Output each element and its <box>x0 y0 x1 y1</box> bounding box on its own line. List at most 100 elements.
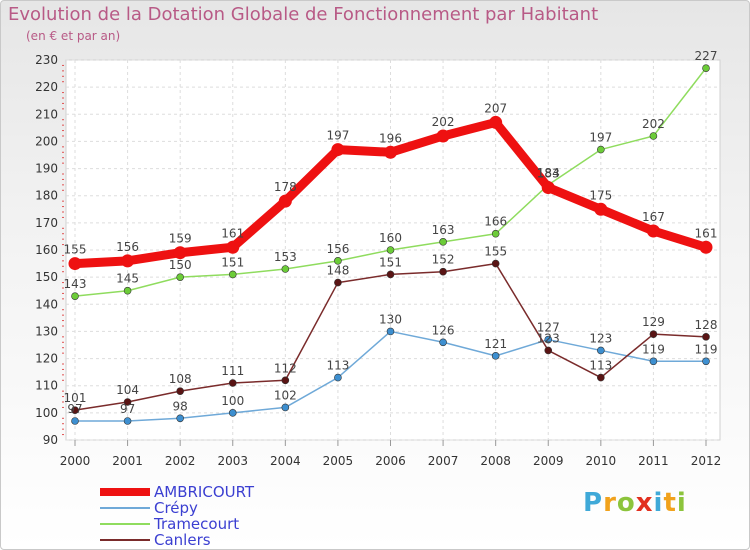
data-point <box>699 240 713 254</box>
x-tick-label: 2003 <box>217 454 248 468</box>
data-point <box>334 373 342 382</box>
data-point <box>278 194 292 208</box>
data-label: 151 <box>379 255 402 269</box>
data-label: 183 <box>537 167 560 181</box>
data-point <box>597 373 605 382</box>
x-tick-label: 2001 <box>112 454 143 468</box>
data-label: 207 <box>484 101 507 115</box>
data-label: 153 <box>274 250 297 264</box>
y-tick-label: 90 <box>43 433 58 447</box>
x-tick-label: 2012 <box>691 454 722 468</box>
data-label: 197 <box>589 131 612 145</box>
data-label: 98 <box>173 399 188 413</box>
data-point <box>173 246 187 260</box>
y-tick-label: 130 <box>35 324 58 338</box>
data-label: 108 <box>169 372 192 386</box>
data-point <box>334 278 342 287</box>
data-point <box>123 398 132 406</box>
data-label: 155 <box>64 243 87 257</box>
data-label: 202 <box>642 117 665 131</box>
data-point <box>331 143 345 157</box>
data-point <box>176 414 184 423</box>
y-tick-label: 210 <box>35 107 58 121</box>
legend-label: Crépy <box>154 499 198 517</box>
data-point <box>226 240 240 254</box>
data-point <box>544 335 553 344</box>
y-tick-label: 220 <box>35 80 58 94</box>
data-label: 100 <box>221 394 244 408</box>
data-label: 151 <box>221 255 244 269</box>
data-point <box>334 257 342 265</box>
chart-title: Evolution de la Dotation Globale de Fonc… <box>8 4 599 25</box>
x-tick-label: 2007 <box>428 454 459 468</box>
data-label: 175 <box>589 188 612 202</box>
data-point <box>228 379 237 387</box>
x-tick-label: 2005 <box>323 454 354 468</box>
proxiti-logo: Proxiti <box>583 488 687 518</box>
chart-subtitle: (en € et par an) <box>26 29 121 43</box>
legend-swatch <box>100 523 150 525</box>
data-label: 129 <box>642 315 665 329</box>
data-point <box>176 273 184 281</box>
data-label: 123 <box>589 331 612 345</box>
data-point <box>384 145 397 159</box>
data-point <box>386 270 395 279</box>
data-label: 197 <box>326 129 349 143</box>
data-point <box>123 417 132 425</box>
logo-letter: r <box>603 488 617 518</box>
x-tick-label: 2010 <box>586 454 617 468</box>
data-label: 97 <box>120 402 135 416</box>
data-point <box>491 259 500 268</box>
series-group <box>68 64 713 425</box>
data-point <box>541 181 555 195</box>
data-point <box>439 267 447 276</box>
data-label: 163 <box>432 223 455 237</box>
data-label: 150 <box>169 258 192 272</box>
legend-label: Canlers <box>154 531 211 549</box>
logo-letter: x <box>635 488 654 518</box>
data-point <box>491 352 500 360</box>
data-label: 123 <box>537 331 560 345</box>
data-point <box>228 409 237 417</box>
y-tick-label: 200 <box>35 134 58 148</box>
legend-swatch <box>100 539 150 541</box>
data-label: 104 <box>116 383 139 397</box>
data-point <box>68 257 82 271</box>
data-label: 166 <box>484 215 507 229</box>
logo-letter: t <box>663 488 677 518</box>
data-point <box>702 64 710 72</box>
data-label: 101 <box>64 391 87 405</box>
data-label: 156 <box>326 242 349 256</box>
data-label: 152 <box>432 253 455 267</box>
data-label: 143 <box>64 277 87 291</box>
data-label: 196 <box>379 131 402 145</box>
data-point <box>597 346 605 355</box>
data-label: 130 <box>379 312 402 326</box>
data-label: 128 <box>695 318 718 332</box>
data-point <box>489 115 503 129</box>
data-point <box>491 229 500 238</box>
x-axis: 2000 2001 2002 2003 2004 2005 2006 2007 2008 2009… <box>60 440 722 468</box>
y-tick-label: 150 <box>35 270 58 284</box>
data-point <box>281 403 290 412</box>
data-point <box>123 286 132 295</box>
logo-letter: o <box>616 488 636 518</box>
data-point <box>646 224 660 238</box>
logo-letter: i <box>676 488 687 518</box>
data-label: 161 <box>695 226 718 240</box>
data-label: 148 <box>326 264 349 278</box>
y-tick-label: 120 <box>35 352 58 366</box>
legend-label: AMBRICOURT <box>154 483 255 501</box>
data-label: 161 <box>221 226 244 240</box>
data-label: 113 <box>589 359 612 373</box>
y-tick-label: 100 <box>35 406 58 420</box>
data-label: 119 <box>695 342 718 356</box>
data-point <box>702 333 710 341</box>
y-tick-label: 180 <box>35 189 58 203</box>
data-label: 156 <box>116 240 139 254</box>
logo-letter: i <box>653 488 664 518</box>
data-label: 126 <box>432 323 455 337</box>
x-tick-label: 2000 <box>60 454 91 468</box>
